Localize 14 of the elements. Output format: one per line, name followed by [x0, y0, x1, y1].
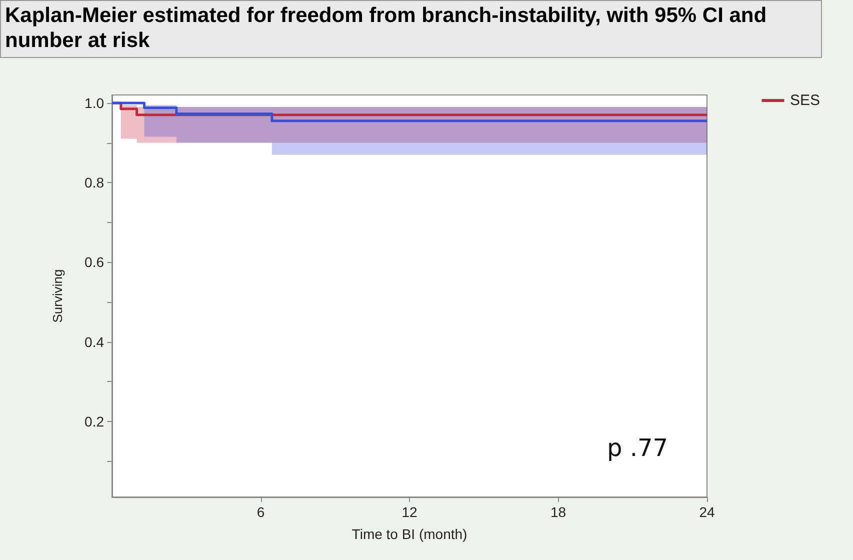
y-tick-label: 0.4 [84, 334, 104, 350]
legend-label: SES [790, 92, 820, 109]
annotation: p .77 [606, 434, 668, 462]
y-tick-label: 0.8 [84, 174, 104, 191]
y-tick-label: 0.2 [84, 413, 104, 430]
x-tick-label: 18 [550, 504, 566, 520]
y-tick-label: 0.6 [84, 254, 104, 270]
y-axis-title: Surviving [50, 269, 65, 323]
x-tick-label: 12 [402, 504, 418, 520]
chart-title: Kaplan-Meier estimated for freedom from branch-instability, with 95% CI and number at risk [0, 0, 822, 58]
y-tick-label: 1.0 [84, 94, 104, 111]
x-tick-label: 24 [699, 504, 715, 520]
x-tick-label: 6 [256, 504, 265, 520]
x-axis-title: Time to BI (month) [352, 526, 468, 542]
